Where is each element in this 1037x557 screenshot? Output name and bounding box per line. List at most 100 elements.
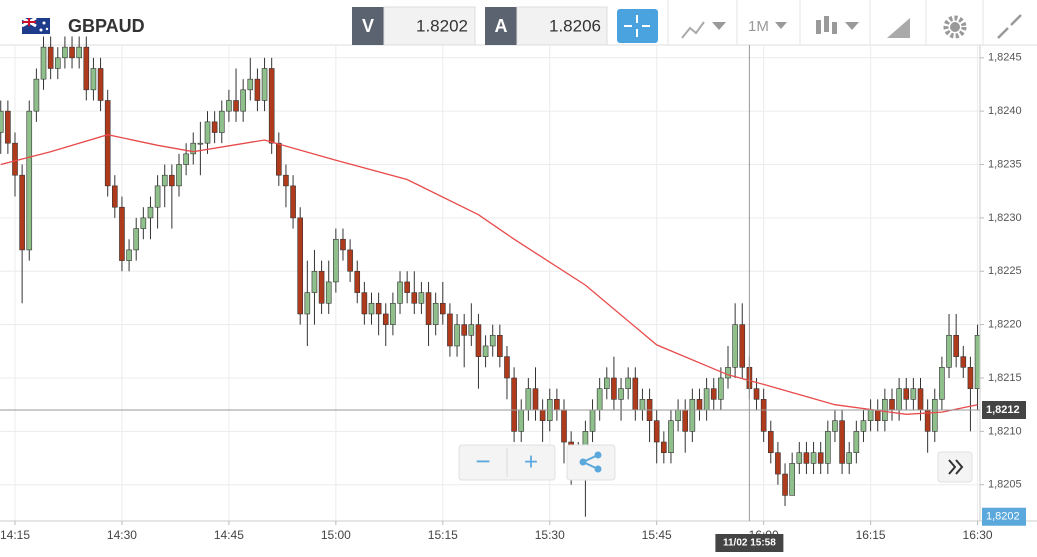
timeframe[interactable]: 1M — [748, 18, 769, 35]
candle-body — [254, 78, 261, 101]
settings-button[interactable] — [943, 15, 967, 39]
candle-body — [432, 302, 439, 325]
candle-body — [782, 473, 788, 496]
chart-type-button[interactable] — [681, 21, 726, 39]
candle-body — [233, 100, 239, 112]
candle-body — [539, 409, 546, 421]
candle-body — [632, 377, 639, 411]
x-tick-label: 14:30 — [107, 528, 137, 542]
candle-body — [318, 270, 325, 304]
candle-body — [760, 399, 767, 432]
candle-body — [283, 174, 289, 187]
candle-body — [76, 46, 82, 59]
candle-body — [404, 281, 410, 293]
x-tick-label: 15:30 — [535, 528, 565, 542]
candle-body — [40, 46, 47, 80]
y-tick-label: 1,8220 — [988, 319, 1022, 331]
ask-tag — [485, 7, 517, 45]
candle-body — [739, 324, 746, 368]
candle-body — [368, 302, 375, 315]
zoom-in[interactable]: + — [524, 448, 538, 475]
candle-body — [147, 206, 154, 219]
x-tick-label: 16:15 — [856, 528, 886, 542]
drawing-button[interactable] — [887, 18, 910, 38]
crosshair-button[interactable] — [617, 9, 658, 43]
candle-body — [653, 420, 660, 443]
candle-style-button[interactable] — [816, 16, 859, 34]
candle-body — [197, 142, 204, 145]
candle-body — [211, 121, 218, 133]
candle-body — [297, 217, 304, 315]
candle-body — [361, 292, 368, 315]
candle-body — [668, 420, 674, 453]
low-price-tag — [982, 507, 1026, 526]
candle-body — [218, 110, 225, 133]
candle-body — [62, 46, 68, 59]
candle-body — [839, 420, 845, 464]
candle-body — [247, 78, 254, 91]
candle-body — [204, 121, 211, 144]
candle-body — [268, 68, 275, 144]
candle-body — [454, 324, 460, 347]
candle-body — [47, 46, 54, 69]
candle-body — [589, 409, 596, 432]
x-tick-label: 15:45 — [642, 528, 672, 542]
candle-body — [104, 100, 111, 187]
candle-body — [489, 334, 496, 347]
candle-body — [347, 249, 353, 272]
candle-body — [689, 399, 696, 432]
y-tick-label: 1,8240 — [988, 105, 1022, 117]
candle-body — [532, 388, 539, 411]
y-tick-label: 1,8215 — [988, 372, 1022, 384]
y-tick-label: 1,8230 — [988, 212, 1022, 224]
zoom-out[interactable]: − — [475, 446, 490, 476]
bid-tag — [352, 7, 384, 45]
candle-body — [119, 206, 125, 261]
candle-body — [468, 324, 475, 336]
candle-body — [832, 420, 838, 432]
candle-body — [97, 68, 104, 101]
candle-body — [90, 68, 97, 91]
candle-body — [83, 46, 90, 91]
zoom-controls: − + — [458, 444, 973, 483]
candle-body — [853, 431, 860, 453]
ask-box[interactable] — [516, 6, 608, 46]
x-tick-label: 14:15 — [0, 528, 30, 542]
share-button[interactable] — [566, 444, 616, 481]
candle-body — [718, 377, 724, 400]
candle-body — [710, 388, 717, 400]
candle-body — [603, 377, 610, 389]
candle-body — [340, 238, 346, 251]
candle-body — [860, 420, 867, 432]
candle-body — [69, 46, 75, 59]
candle-body — [261, 68, 268, 101]
candle-body — [439, 302, 446, 315]
candle-body — [126, 249, 132, 261]
y-tick-label: 1,8225 — [988, 265, 1022, 277]
x-tick-label: 15:15 — [428, 528, 458, 542]
candle-body — [675, 409, 681, 421]
symbol: GBPAUD — [68, 16, 145, 36]
candle-body — [325, 281, 332, 304]
candle-body — [26, 110, 33, 251]
candle-body — [846, 452, 853, 464]
candle-body — [311, 270, 318, 293]
candle-body — [190, 142, 197, 155]
candle-body — [725, 367, 731, 379]
candle-body — [796, 452, 803, 464]
y-tick-label: 1,8245 — [988, 52, 1022, 64]
candle-body — [140, 217, 147, 229]
candle-body — [411, 292, 418, 304]
fullscreen-button[interactable] — [997, 14, 1022, 39]
candle-body — [775, 452, 781, 475]
candle-body — [817, 452, 824, 464]
candle-body — [475, 324, 482, 357]
candle-body — [226, 100, 232, 112]
candle-body — [183, 153, 189, 165]
candle-body — [903, 388, 910, 400]
candle-body — [960, 356, 967, 368]
crosshair-time-tag — [715, 534, 784, 552]
candle-body — [154, 185, 161, 208]
bid-box[interactable] — [383, 6, 476, 46]
candle-body — [561, 409, 567, 443]
